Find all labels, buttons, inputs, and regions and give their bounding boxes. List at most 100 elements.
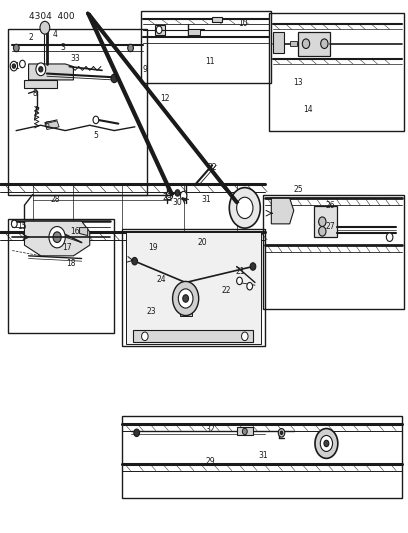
Circle shape	[315, 429, 338, 458]
Circle shape	[93, 116, 99, 124]
Circle shape	[183, 295, 188, 302]
Circle shape	[247, 282, 253, 290]
Text: 15: 15	[18, 222, 27, 231]
Text: 2: 2	[28, 33, 33, 42]
Circle shape	[242, 429, 247, 435]
Bar	[141, 11, 271, 83]
Bar	[237, 427, 253, 435]
Circle shape	[302, 39, 310, 49]
Circle shape	[40, 21, 50, 34]
Bar	[8, 219, 114, 333]
Circle shape	[319, 217, 326, 227]
Circle shape	[36, 63, 46, 76]
Text: 24: 24	[156, 276, 166, 284]
Text: 14: 14	[303, 105, 313, 114]
Text: 6: 6	[44, 121, 49, 130]
Circle shape	[229, 188, 260, 228]
Text: 25: 25	[293, 185, 303, 193]
Bar	[122, 416, 402, 498]
Circle shape	[280, 431, 283, 434]
Bar	[133, 330, 253, 342]
Bar	[122, 229, 265, 346]
Circle shape	[53, 232, 61, 243]
Polygon shape	[29, 64, 73, 80]
Circle shape	[319, 227, 326, 236]
Circle shape	[49, 227, 65, 248]
Polygon shape	[45, 121, 59, 130]
Circle shape	[10, 61, 18, 71]
Circle shape	[173, 281, 199, 316]
Text: 31: 31	[258, 451, 268, 460]
Circle shape	[134, 429, 140, 437]
Text: 33: 33	[71, 54, 80, 63]
Circle shape	[132, 257, 137, 265]
Text: 18: 18	[67, 260, 76, 268]
Text: 3: 3	[61, 44, 66, 52]
Bar	[314, 206, 337, 237]
Text: 20: 20	[197, 238, 207, 247]
Bar	[155, 25, 165, 35]
Text: 29: 29	[205, 457, 215, 465]
Text: 27: 27	[326, 222, 335, 231]
Polygon shape	[24, 221, 90, 256]
Text: 1: 1	[14, 62, 19, 71]
Circle shape	[13, 44, 19, 52]
Circle shape	[237, 197, 253, 219]
Bar	[126, 232, 261, 344]
Circle shape	[156, 26, 162, 34]
Text: 23: 23	[146, 308, 156, 316]
Bar	[180, 308, 192, 316]
Circle shape	[178, 289, 193, 308]
Text: 28: 28	[50, 196, 60, 204]
Text: 4304  400: 4304 400	[29, 12, 74, 21]
Circle shape	[320, 435, 333, 451]
Bar	[273, 32, 284, 53]
Polygon shape	[271, 198, 294, 224]
Text: 10: 10	[238, 20, 248, 28]
Polygon shape	[80, 228, 88, 236]
Circle shape	[166, 191, 173, 200]
Bar	[298, 32, 330, 56]
Text: 29: 29	[162, 193, 172, 201]
Text: 11: 11	[205, 57, 215, 66]
Text: 9: 9	[142, 65, 147, 74]
Text: 32: 32	[207, 164, 217, 172]
Bar	[212, 17, 222, 22]
Text: 17: 17	[62, 244, 72, 252]
Circle shape	[180, 191, 187, 200]
Text: 4: 4	[53, 30, 58, 39]
Text: 12: 12	[160, 94, 170, 103]
Circle shape	[142, 332, 148, 341]
Bar	[290, 41, 297, 46]
Text: 30: 30	[173, 198, 182, 207]
Text: 26: 26	[326, 201, 335, 209]
Circle shape	[111, 74, 118, 83]
Circle shape	[386, 233, 393, 241]
Circle shape	[39, 67, 43, 72]
Text: 8: 8	[32, 89, 37, 98]
Bar	[263, 195, 404, 309]
Circle shape	[242, 332, 248, 341]
Circle shape	[128, 44, 133, 52]
Bar	[8, 29, 147, 195]
Circle shape	[250, 263, 256, 270]
Polygon shape	[24, 80, 57, 88]
Circle shape	[237, 277, 242, 285]
Text: 21: 21	[236, 268, 246, 276]
Bar	[269, 13, 404, 131]
Circle shape	[324, 440, 329, 447]
Circle shape	[321, 39, 328, 49]
Text: 13: 13	[293, 78, 303, 87]
Circle shape	[12, 64, 16, 68]
Text: 16: 16	[71, 228, 80, 236]
Text: 5: 5	[93, 132, 98, 140]
Text: 7: 7	[34, 108, 39, 116]
Circle shape	[20, 60, 25, 68]
Circle shape	[175, 190, 180, 196]
Text: 31: 31	[201, 196, 211, 204]
Bar	[188, 29, 200, 35]
Text: 32: 32	[205, 425, 215, 433]
Circle shape	[11, 220, 17, 228]
Text: 22: 22	[222, 286, 231, 295]
Text: 19: 19	[148, 244, 158, 252]
